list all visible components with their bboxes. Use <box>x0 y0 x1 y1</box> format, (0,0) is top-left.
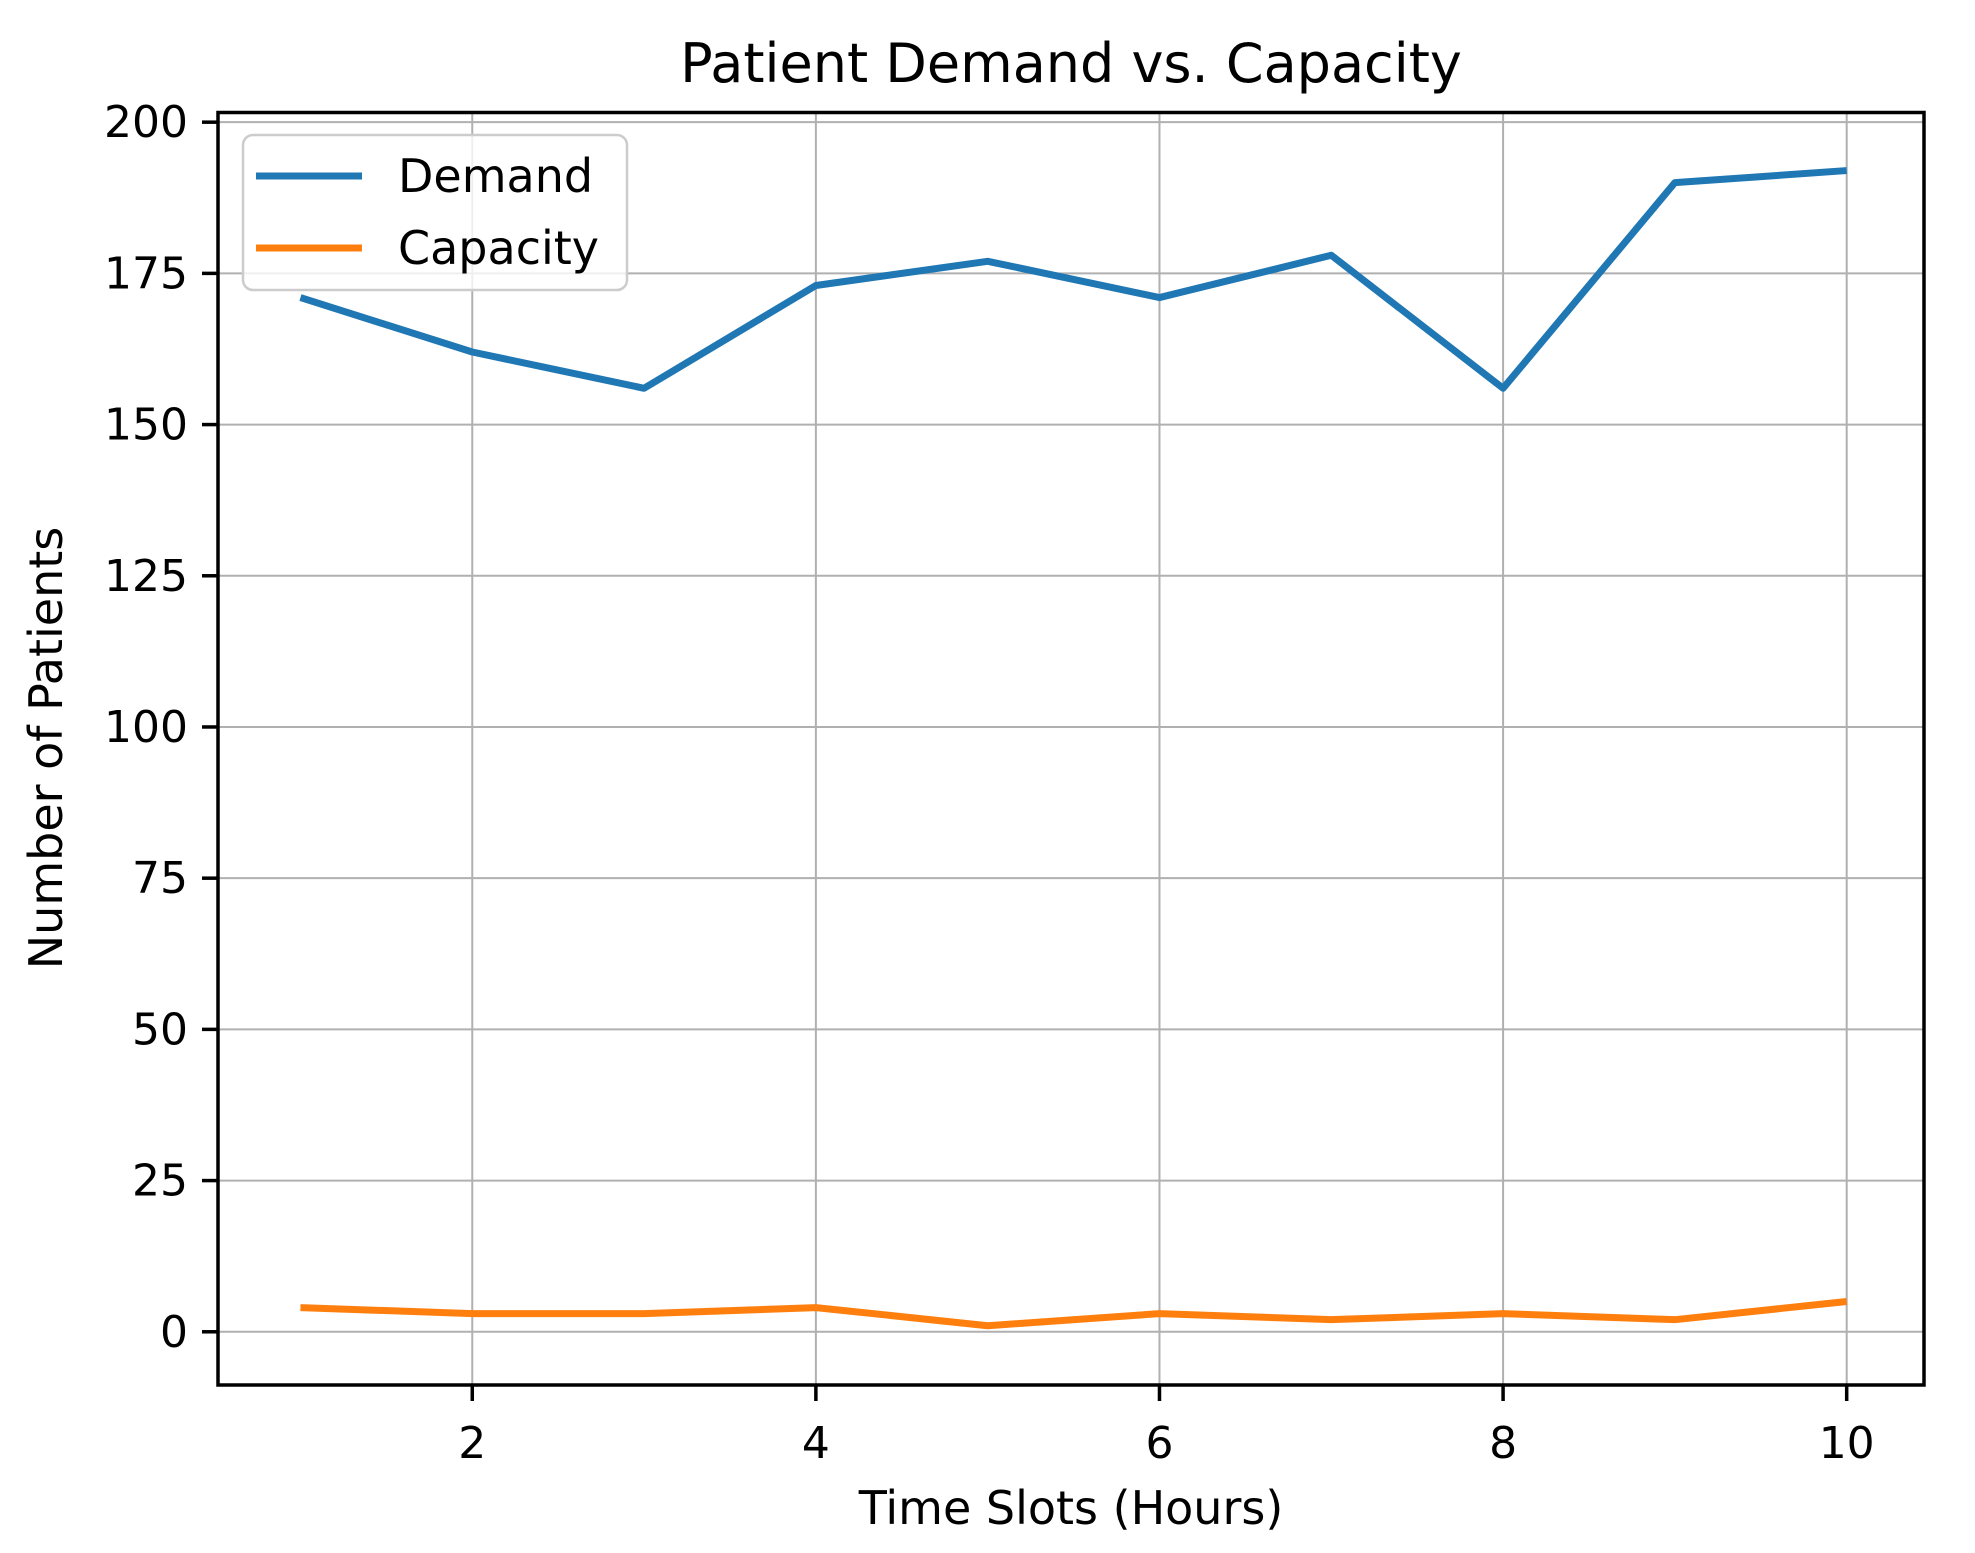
legend-demand-label: Demand <box>398 149 593 203</box>
capacity-line <box>300 1298 1848 1330</box>
series-lines <box>299 167 1848 1330</box>
y-tick-label: 25 <box>132 1156 188 1207</box>
plot-area <box>218 112 1924 1385</box>
x-axis-label: Time Slots (Hours) <box>858 1481 1284 1535</box>
x-tick-label: 2 <box>458 1418 486 1469</box>
y-axis-label: Number of Patients <box>19 527 73 970</box>
plot-border <box>216 110 1926 1387</box>
demand-line <box>299 167 1847 392</box>
y-tick-label: 200 <box>104 97 188 148</box>
legend-capacity-label: Capacity <box>398 221 599 275</box>
y-tick-label: 100 <box>104 702 188 753</box>
y-tick-label: 0 <box>160 1307 188 1358</box>
gridlines <box>218 112 1924 1385</box>
x-tick-label: 8 <box>1489 1418 1517 1469</box>
x-tick-label: 4 <box>802 1418 830 1469</box>
y-tick-label: 75 <box>132 853 188 904</box>
x-tick-label: 6 <box>1145 1418 1173 1469</box>
y-tick-label: 125 <box>104 551 188 602</box>
legend: Demand Capacity <box>241 133 629 292</box>
y-tick-label: 150 <box>104 400 188 451</box>
y-tick-label: 175 <box>104 248 188 299</box>
chart-title: Patient Demand vs. Capacity <box>680 32 1462 95</box>
y-tick-label: 50 <box>132 1004 188 1055</box>
x-tick-label: 10 <box>1819 1418 1875 1469</box>
